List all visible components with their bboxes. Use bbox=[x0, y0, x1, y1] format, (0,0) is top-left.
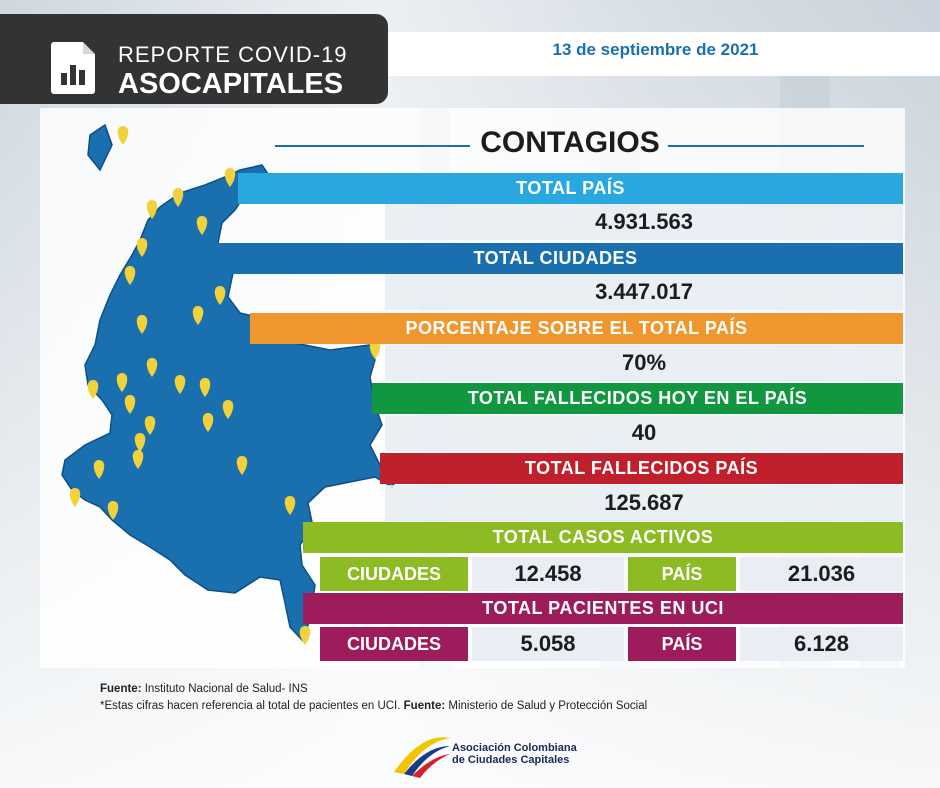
map-pin-icon bbox=[224, 168, 236, 187]
report-date: 13 de septiembre de 2021 bbox=[552, 40, 759, 59]
band-total-ciudades: TOTAL CIUDADES bbox=[208, 243, 903, 274]
band-casos-activos: TOTAL CASOS ACTIVOS bbox=[303, 522, 903, 553]
map-pin-icon bbox=[199, 378, 211, 397]
colombia-map bbox=[61, 123, 402, 645]
value-total-ciudades: 3.447.017 bbox=[385, 274, 903, 310]
map-pin-icon bbox=[196, 216, 208, 235]
map-pin-icon bbox=[214, 286, 226, 305]
report-title: ASOCAPITALES bbox=[118, 68, 344, 100]
value-total-pais: 4.931.563 bbox=[385, 204, 903, 240]
band-uci: TOTAL PACIENTES EN UCI bbox=[303, 593, 903, 624]
map-pin-icon bbox=[69, 488, 81, 507]
title-divider-left bbox=[275, 145, 470, 147]
map-pin-icon bbox=[144, 416, 156, 435]
footer-note-text: *Estas cifras hacen referencia al total … bbox=[100, 700, 404, 712]
value-casos-ciudades: 12.458 bbox=[472, 557, 624, 591]
value-fallecidos-hoy: 40 bbox=[385, 415, 903, 451]
map-pin-icon bbox=[146, 200, 158, 219]
band-fallecidos-hoy: TOTAL FALLECIDOS HOY EN EL PAÍS bbox=[372, 383, 903, 414]
map-pin-icon bbox=[124, 395, 136, 414]
map-pin-icon bbox=[107, 501, 119, 520]
value-fallecidos-pais: 125.687 bbox=[385, 485, 903, 521]
band-total-pais: TOTAL PAÍS bbox=[238, 173, 903, 204]
footer-note: *Estas cifras hacen referencia al total … bbox=[100, 700, 647, 712]
logo-text: Asociación Colombiana de Ciudades Capita… bbox=[452, 742, 577, 766]
map-pin-icon bbox=[93, 460, 105, 479]
map-pin-icon bbox=[192, 306, 204, 325]
footer-source2-text: Ministerio de Salud y Protección Social bbox=[445, 700, 648, 712]
footer-source-ins: Fuente: Instituto Nacional de Salud- INS bbox=[100, 683, 308, 695]
map-pin-icon bbox=[172, 188, 184, 207]
band-fallecidos-pais: TOTAL FALLECIDOS PAÍS bbox=[380, 453, 903, 484]
report-chart-icon bbox=[51, 42, 95, 94]
value-casos-pais: 21.036 bbox=[740, 557, 903, 591]
map-pin-icon bbox=[284, 496, 296, 515]
map-pin-icon bbox=[299, 626, 311, 645]
band-porcentaje: PORCENTAJE SOBRE EL TOTAL PAÍS bbox=[250, 313, 903, 344]
map-pin-icon bbox=[174, 375, 186, 394]
footer-source-label: Fuente: bbox=[100, 683, 142, 695]
label-casos-ciudades: CIUDADES bbox=[320, 557, 468, 591]
report-header: REPORTE COVID-19 ASOCAPITALES bbox=[0, 14, 388, 104]
map-pin-icon bbox=[132, 450, 144, 469]
date-bar bbox=[388, 32, 940, 76]
map-pin-icon bbox=[146, 358, 158, 377]
footer-source2-label: Fuente: bbox=[403, 700, 446, 712]
map-pin-icon bbox=[202, 413, 214, 432]
label-casos-pais: PAÍS bbox=[628, 557, 736, 591]
map-pin-icon bbox=[222, 400, 234, 419]
section-title: CONTAGIOS bbox=[480, 126, 660, 159]
map-pin-icon bbox=[136, 315, 148, 334]
map-pin-icon bbox=[134, 433, 146, 452]
city-pins bbox=[69, 126, 381, 645]
logo-swoosh-icon bbox=[394, 737, 450, 778]
value-uci-pais: 6.128 bbox=[740, 627, 903, 661]
value-uci-ciudades: 5.058 bbox=[472, 627, 624, 661]
value-porcentaje: 70% bbox=[385, 345, 903, 381]
label-uci-pais: PAÍS bbox=[628, 627, 736, 661]
footer-source-text: Instituto Nacional de Salud- INS bbox=[141, 683, 308, 695]
map-pin-icon bbox=[124, 266, 136, 285]
map-pin-icon bbox=[117, 126, 129, 145]
map-pin-icon bbox=[87, 380, 99, 399]
map-pin-icon bbox=[136, 238, 148, 257]
report-subtitle: REPORTE COVID-19 bbox=[118, 42, 348, 67]
logo-line2: de Ciudades Capitales bbox=[452, 754, 570, 766]
title-divider-right bbox=[668, 145, 864, 147]
logo-line1: Asociación Colombiana bbox=[452, 742, 577, 754]
map-pin-icon bbox=[116, 373, 128, 392]
map-pin-icon bbox=[369, 340, 381, 359]
map-pin-icon bbox=[236, 456, 248, 475]
label-uci-ciudades: CIUDADES bbox=[320, 627, 468, 661]
asocapitales-logo: Asociación Colombiana de Ciudades Capita… bbox=[360, 724, 580, 784]
